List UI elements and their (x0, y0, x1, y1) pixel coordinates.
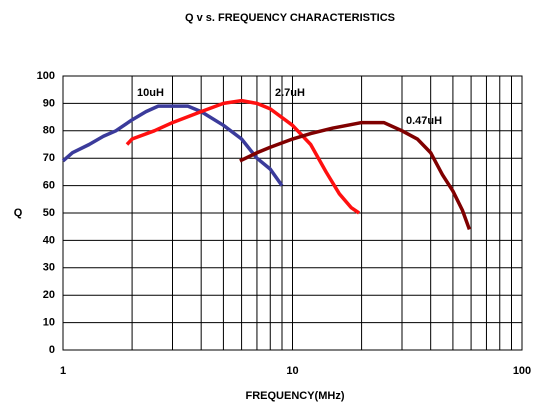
series-line (61, 104, 284, 187)
y-tick-label: 0 (49, 344, 55, 356)
y-tick-label: 40 (43, 234, 55, 246)
series-line (125, 98, 361, 215)
x-tick-label: 10 (286, 365, 298, 377)
y-tick-label: 90 (43, 97, 55, 109)
x-tick-label: 100 (513, 365, 531, 377)
series-label: 10uH (137, 87, 164, 99)
x-axis-label: FREQUENCY(MHz) (246, 390, 345, 402)
y-tick-label: 30 (43, 262, 55, 274)
y-tick-label: 80 (43, 125, 55, 137)
series-line (239, 120, 472, 231)
y-tick-label: 100 (37, 70, 55, 82)
y-tick-label: 70 (43, 152, 55, 164)
y-tick-label: 10 (43, 317, 55, 329)
series-label: 0.47uH (406, 115, 442, 127)
plot-frame (62, 75, 523, 351)
y-tick-label: 60 (43, 180, 55, 192)
series-label: 2.7uH (275, 87, 305, 99)
x-tick-label: 1 (60, 365, 66, 377)
y-tick-label: 20 (43, 289, 55, 301)
y-tick-label: 50 (43, 207, 55, 219)
y-axis-label: Q (14, 207, 23, 219)
chart-title: Q v s. FREQUENCY CHARACTERISTICS (185, 12, 395, 24)
